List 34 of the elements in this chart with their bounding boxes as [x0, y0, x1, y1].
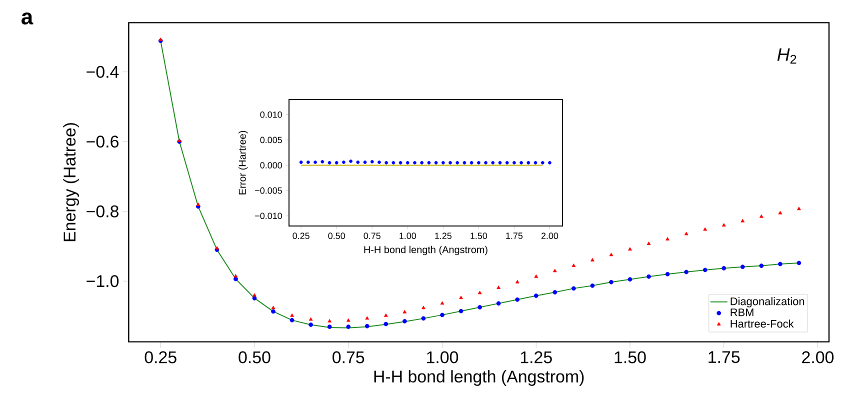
y-tick-label: −0.4 — [86, 66, 119, 78]
x-tick-label: 1.00 — [400, 232, 416, 240]
x-tick-label: 0.50 — [328, 232, 345, 240]
x-tick-label: 1.75 — [506, 232, 523, 239]
legend-label: Diagonalization — [730, 297, 804, 308]
x-tick-label: 0.25 — [144, 351, 176, 364]
x-tick-label: 0.25 — [292, 232, 310, 240]
y-tick-label: 0.010 — [260, 112, 282, 118]
y-axis-title: Error (Hartree) — [238, 130, 248, 194]
y-axis-title: Energy (Hatree) — [63, 123, 79, 242]
x-tick-label: 1.00 — [427, 351, 458, 364]
x-axis-title: H-H bond length (Angstrom) — [364, 246, 488, 256]
y-tick-label: 0.000 — [260, 162, 282, 168]
y-tick-label: −0.010 — [255, 212, 282, 220]
x-tick-label: 0.75 — [332, 351, 364, 364]
y-tick-label: −1.0 — [86, 275, 119, 288]
x-tick-label: 1.50 — [470, 232, 488, 240]
legend-label: RBM — [730, 308, 754, 316]
legend-label: Hartree-Fock — [730, 320, 794, 328]
x-tick-label: 0.50 — [238, 351, 270, 364]
x-tick-label: 1.25 — [435, 232, 452, 240]
y-tick-label: −0.8 — [86, 205, 118, 218]
x-tick-label: 2.00 — [802, 351, 834, 364]
x-tick-label: 1.25 — [520, 351, 552, 364]
x-tick-label: 2.00 — [541, 232, 558, 240]
annotation: H$_{2}$ — [777, 48, 796, 64]
text: a — [22, 12, 34, 24]
x-tick-label: 0.75 — [364, 232, 380, 240]
y-tick-label: −0.6 — [86, 136, 118, 148]
x-tick-label: 1.75 — [708, 351, 740, 364]
y-tick-label: −0.005 — [255, 187, 282, 194]
x-tick-label: 1.50 — [614, 351, 646, 364]
x-axis-title: H-H bond length (Angstrom) — [374, 370, 584, 386]
y-tick-label: 0.005 — [260, 136, 282, 144]
